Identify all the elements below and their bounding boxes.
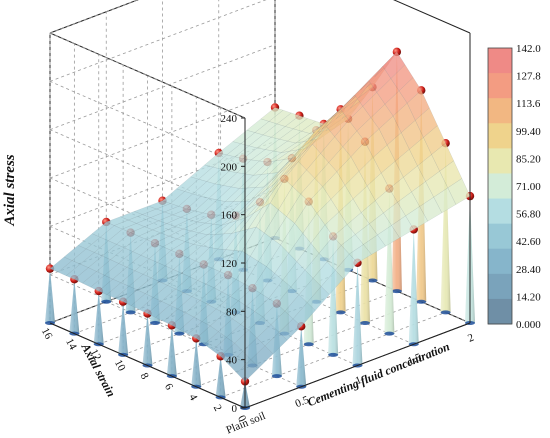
colorbar-frame — [487, 47, 513, 325]
data-stem-base — [335, 310, 346, 315]
y-axis-label: Cementing fluid concentration — [305, 339, 451, 409]
x-tick-label: 10 — [112, 358, 128, 374]
data-stem-base — [174, 331, 185, 336]
data-stem-base — [150, 321, 160, 325]
z-axis-label: Axial stress — [2, 154, 18, 226]
surface-patch — [292, 118, 317, 132]
colorbar-tick-label: 142.0 — [516, 43, 541, 55]
colorbar-tick-label: 28.40 — [516, 264, 541, 276]
colorbar-segment — [488, 248, 512, 275]
colorbar-tick-label: 99.40 — [516, 126, 541, 138]
surface-patch — [382, 51, 406, 79]
x-tick-label: 6 — [162, 381, 175, 392]
data-stem-base — [367, 278, 378, 283]
surface-patch — [284, 115, 308, 130]
data-stem-shade — [142, 313, 153, 366]
x-tick-label: 2 — [211, 403, 224, 413]
x-tick-label: 8 — [138, 371, 151, 382]
colorbar-segment — [488, 73, 512, 99]
data-stem-base — [384, 331, 395, 336]
data-stem-shade — [191, 338, 202, 387]
data-stem-base — [101, 299, 112, 304]
colorbar-segment — [488, 123, 512, 149]
data-stem-shade — [296, 326, 307, 387]
data-stem-shade — [45, 268, 55, 323]
colorbar-tick-label: 113.6 — [516, 98, 541, 110]
z-tick-label: 120 — [221, 258, 238, 270]
colorbar-tick-label: 71.00 — [516, 181, 541, 193]
colorbar-tick-label: 85.20 — [516, 153, 541, 165]
z-tick-label: 0 — [232, 403, 238, 415]
colorbar-segment — [488, 223, 512, 250]
data-stem-shade — [118, 301, 129, 355]
surface-patch — [439, 160, 463, 189]
data-stem-base — [125, 310, 136, 315]
data-stem-shade — [166, 325, 177, 377]
colorbar-tick-label: 0.000 — [516, 319, 541, 331]
data-stem-shade — [93, 291, 104, 345]
data-stem-shade — [69, 279, 80, 334]
data-stem-base — [271, 374, 282, 379]
colorbar-tick-label: 56.80 — [516, 209, 541, 221]
colorbar-segment — [488, 298, 512, 325]
colorbar-segment — [488, 148, 512, 174]
x-tick-label: 14 — [63, 337, 79, 353]
colorbar-tick-label: 127.8 — [516, 71, 541, 83]
colorbar-segment — [488, 48, 512, 74]
colorbar-segment — [488, 273, 512, 300]
box-edge-front — [49, 322, 246, 409]
surface-patch — [431, 142, 454, 172]
data-stem-base — [360, 321, 370, 325]
y-tick-label: 0.5 — [294, 394, 312, 410]
box-edge — [393, 0, 471, 34]
data-stem-base — [328, 352, 339, 357]
data-stem-base — [416, 299, 427, 304]
x-tick-label: 12 — [88, 347, 104, 362]
surface-patch — [398, 77, 422, 104]
colorbar-segment — [488, 98, 512, 124]
y-tick-label: 2 — [466, 332, 476, 345]
x-tick-label: 0 — [235, 413, 248, 424]
y-tick-label: 1.5 — [406, 351, 424, 367]
data-stem-shade — [408, 229, 419, 345]
colorbar-tick-label: 14.20 — [516, 291, 541, 303]
surface-patch — [447, 178, 471, 205]
colorbar-segment — [488, 198, 512, 225]
z-tick-label: 160 — [221, 210, 238, 222]
x-tick-label: 16 — [39, 326, 55, 342]
box-edge — [49, 0, 139, 34]
z-tick-label: 200 — [221, 161, 238, 173]
stress-surface — [49, 51, 471, 382]
z-tick-label: 80 — [226, 306, 238, 318]
colorbar-tick-label: 42.60 — [516, 236, 541, 248]
data-stem-base — [391, 289, 402, 294]
data-stem-shade — [440, 143, 451, 313]
data-stem-shade — [352, 262, 363, 366]
colorbar: 142.0 127.8 113.6 99.40 85.20 71.00 56.80 42.60… — [487, 43, 541, 331]
data-stem-shade — [384, 188, 395, 334]
x-tick-label: 4 — [186, 392, 199, 403]
data-stem-base — [303, 342, 314, 347]
z-tick-label: 240 — [221, 113, 238, 125]
z-tick-label: 40 — [226, 355, 238, 367]
data-stem-shade — [328, 236, 339, 355]
data-stem-shade — [215, 356, 226, 398]
colorbar-segment — [488, 173, 512, 200]
data-stem-base — [440, 310, 451, 315]
y-tick-label: 1 — [354, 374, 364, 387]
box-edge-front — [244, 322, 471, 409]
